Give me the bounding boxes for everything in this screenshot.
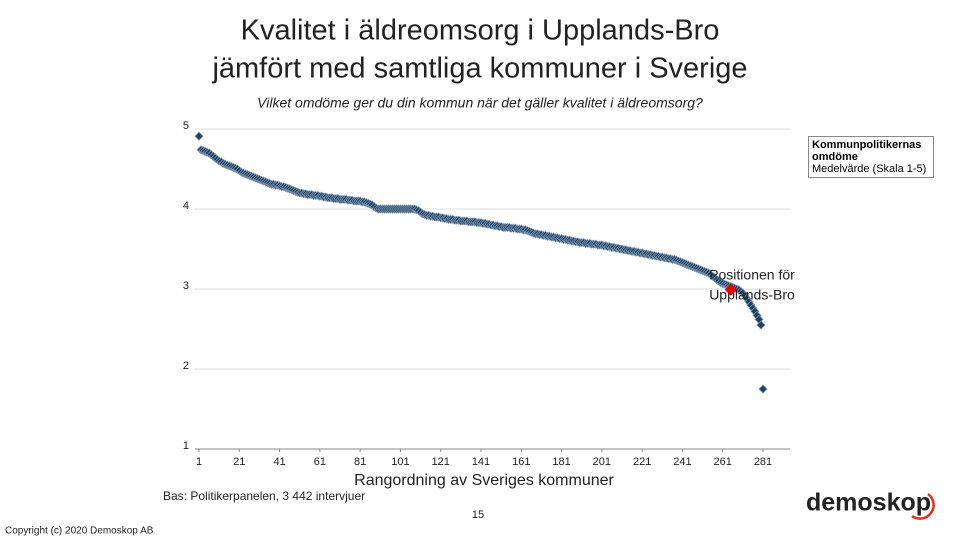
y-tick-label: 5 — [183, 120, 189, 132]
point — [758, 384, 768, 394]
x-tick-label: 281 — [754, 456, 772, 468]
x-tick-label: 181 — [552, 456, 570, 468]
annotation: Positionen för — [709, 267, 795, 283]
x-tick-label: 221 — [633, 456, 651, 468]
title-line: Kvalitet i äldreomsorg i Upplands-Bro — [241, 15, 720, 47]
legend-subtitle: Medelvärde (Skala 1-5) — [812, 163, 927, 175]
copyright: Copyright (c) 2020 Demoskop AB — [5, 526, 154, 537]
legend-title: Kommunpolitikernas omdöme — [812, 139, 922, 163]
x-axis-label: Rangordning av Sveriges kommuner — [354, 472, 614, 489]
y-tick-label: 4 — [183, 200, 189, 212]
x-tick-label: 41 — [273, 456, 285, 468]
x-tick-label: 201 — [593, 456, 611, 468]
legend: Kommunpolitikernas omdöme Medelvärde (Sk… — [808, 136, 934, 178]
x-tick-label: 61 — [314, 456, 326, 468]
annotation: Upplands-Bro — [709, 287, 795, 303]
y-tick-label: 1 — [183, 440, 189, 452]
x-tick-label: 141 — [472, 456, 490, 468]
x-tick-label: 21 — [233, 456, 245, 468]
page-number: 15 — [472, 509, 484, 521]
highlight-point — [724, 283, 737, 296]
y-tick-label: 3 — [183, 280, 189, 292]
y-tick-label: 2 — [183, 360, 189, 372]
x-tick-label: 261 — [714, 456, 732, 468]
title-line: jämfört med samtliga kommuner i Sverige — [211, 53, 747, 85]
note: Bas: Politikerpanelen, 3 442 intervjuer — [163, 489, 365, 503]
point — [756, 320, 766, 330]
logo-arc — [911, 492, 935, 520]
x-tick-label: 161 — [512, 456, 530, 468]
x-tick-label: 101 — [391, 456, 409, 468]
subtitle: Vilket omdöme ger du din kommun när det … — [257, 95, 703, 111]
x-tick-label: 241 — [673, 456, 691, 468]
x-tick-label: 121 — [432, 456, 450, 468]
logo: demoskop — [806, 489, 931, 517]
x-tick-label: 1 — [196, 456, 202, 468]
point — [194, 131, 204, 141]
x-tick-label: 81 — [354, 456, 366, 468]
